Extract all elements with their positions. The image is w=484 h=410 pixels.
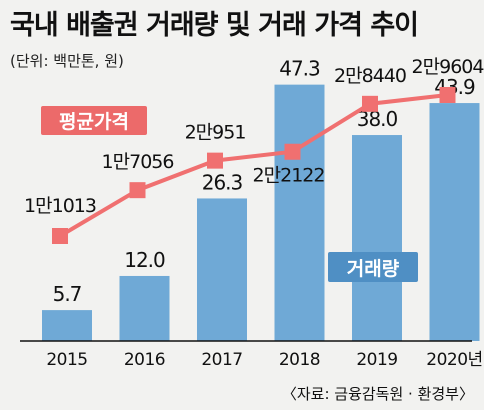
- price-marker-2017: [207, 152, 223, 169]
- bar-series: [42, 84, 480, 341]
- legend-price-background: [41, 106, 147, 135]
- bar-label-2016: 12.0: [124, 248, 165, 272]
- bar-2015: [42, 310, 92, 341]
- price-label-2018: 2만2122: [253, 165, 325, 187]
- price-label-2019: 2만8440: [334, 65, 406, 87]
- price-marker-2019: [362, 95, 378, 112]
- price-marker-2020년: [439, 87, 456, 103]
- bar-2017: [197, 198, 247, 341]
- x-tick-2015: 2015: [46, 350, 87, 370]
- x-tick-2017: 2017: [201, 350, 242, 370]
- price-label-2017: 2만951: [185, 122, 246, 144]
- legend-price: 평균가격: [41, 106, 147, 135]
- x-axis-tick-labels: 2015 2016 2017 2018 2019 2020년: [46, 350, 483, 370]
- legend-price-label: 평균가격: [59, 111, 129, 133]
- price-markers: [52, 87, 456, 244]
- bar-label-2017: 26.3: [202, 170, 243, 194]
- price-line: [58, 93, 448, 238]
- legend-volume-background: [328, 252, 418, 282]
- x-tick-2020년: 2020년: [426, 350, 482, 370]
- bar-2018: [274, 84, 325, 341]
- bar-label-2018: 47.3: [279, 57, 320, 81]
- bar-2019: [352, 135, 402, 341]
- legend-volume: 거래량: [328, 252, 418, 282]
- price-marker-2015: [52, 228, 68, 244]
- chart-title: 국내 배출권 거래량 및 거래 가격 추이: [10, 10, 418, 41]
- bar-2016: [119, 275, 170, 341]
- source-note: 〈자료: 금융감독원 · 환경부〉: [282, 385, 474, 403]
- price-label-2020년: 2만9604: [412, 56, 484, 78]
- price-label-2016: 1만7056: [102, 151, 174, 173]
- price-value-labels: 1만1013 1만7056 2만951 2만2122 2만8440 2만9604: [24, 56, 484, 217]
- bar-2020년: [429, 103, 480, 341]
- price-marker-2018: [284, 143, 301, 160]
- x-tick-2016: 2016: [124, 350, 165, 370]
- unit-label: (단위: 백만톤, 원): [10, 52, 124, 70]
- x-tick-2019: 2019: [356, 350, 397, 370]
- bar-label-2015: 5.7: [53, 282, 82, 306]
- legend-volume-label: 거래량: [347, 258, 400, 280]
- price-label-2015: 1만1013: [24, 195, 96, 217]
- x-tick-2018: 2018: [279, 350, 320, 370]
- price-marker-2016: [129, 182, 146, 199]
